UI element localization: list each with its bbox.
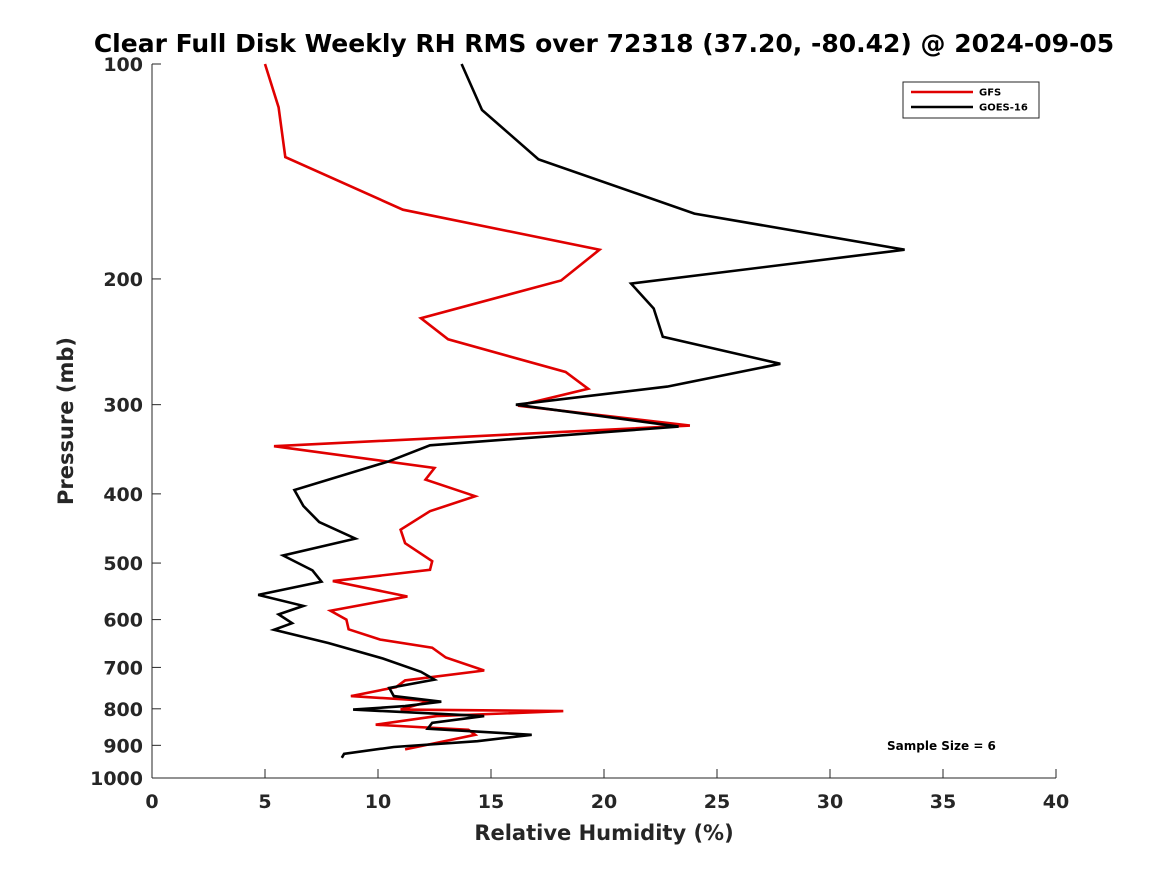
plot-area [151,64,1056,779]
legend: GFS GOES-16 [902,81,1040,119]
y-ticks: 100 200 300 400 500 600 700 800 900 1000 [90,54,161,790]
series-line-gfs [263,63,691,751]
legend-label-goes-16: GOES-16 [979,103,1028,114]
x-axis-label: Relative Humidity (%) [474,821,733,845]
chart-title: Clear Full Disk Weekly RH RMS over 72318… [94,29,1114,58]
y-tick-label: 300 [103,395,143,417]
x-tick-label: 5 [258,791,271,813]
x-tick-label: 35 [930,791,956,813]
series-layer [257,63,905,759]
sample-size-annotation: Sample Size = 6 [887,739,996,753]
y-tick-label: 800 [103,699,143,721]
x-tick-label: 25 [704,791,730,813]
x-ticks: 0 5 10 15 20 25 30 35 40 [145,769,1069,813]
legend-box [902,81,1040,119]
x-tick-label: 20 [591,791,617,813]
y-axis-label: Pressure (mb) [54,337,78,505]
y-tick-label: 500 [103,553,143,575]
y-tick-label: 1000 [90,768,143,790]
x-tick-label: 15 [478,791,504,813]
x-tick-label: 30 [817,791,843,813]
y-tick-label: 700 [103,657,143,679]
series-line-goes-16 [257,63,905,759]
x-tick-label: 40 [1043,791,1069,813]
y-tick-label: 400 [103,484,143,506]
x-tick-label: 10 [365,791,391,813]
y-tick-label: 900 [103,735,143,757]
y-tick-label: 200 [103,269,143,291]
x-tick-label: 0 [145,791,158,813]
legend-label-gfs: GFS [979,88,1001,99]
y-tick-label: 100 [103,54,143,76]
y-tick-label: 600 [103,610,143,632]
